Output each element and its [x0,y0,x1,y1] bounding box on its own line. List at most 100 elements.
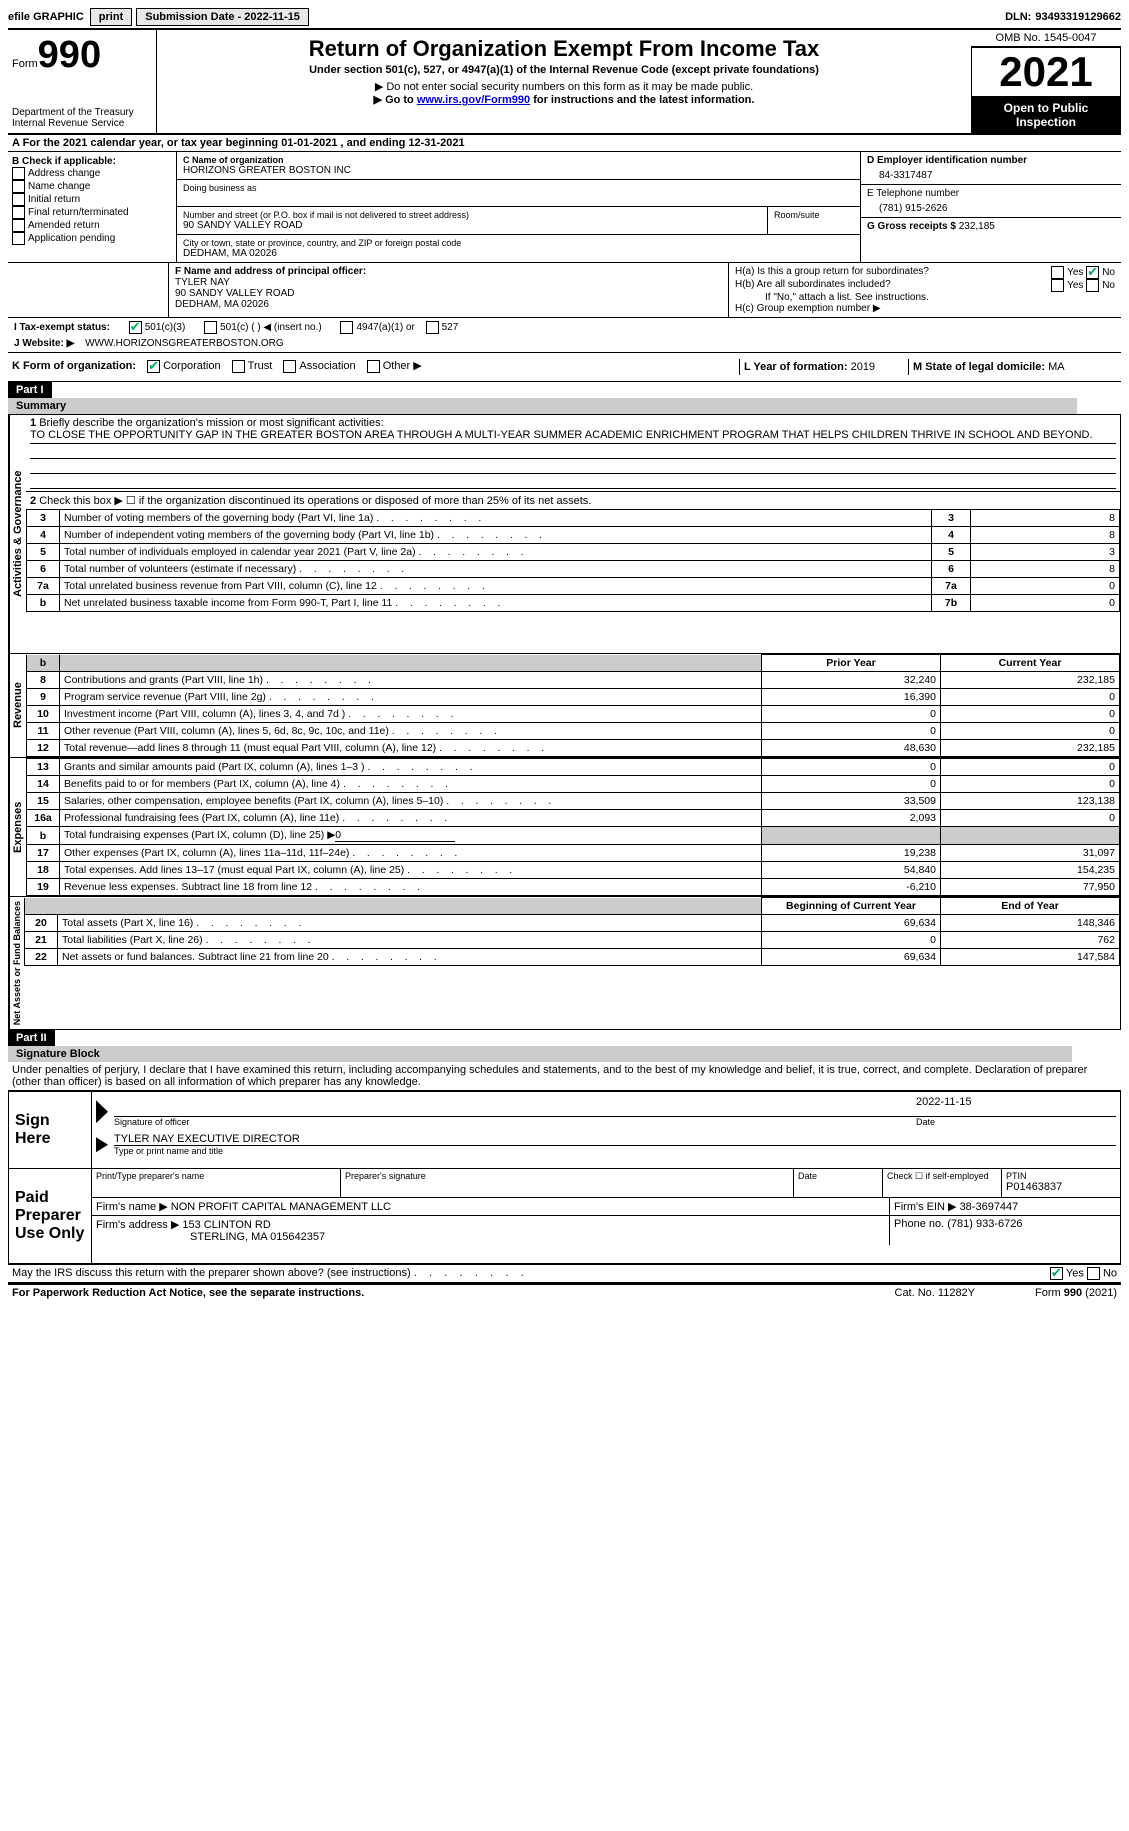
expenses-table: 13Grants and similar amounts paid (Part … [26,758,1120,896]
discuss-yes[interactable] [1050,1267,1063,1280]
irs-link[interactable]: www.irs.gov/Form990 [417,94,530,106]
print-button[interactable]: print [90,8,132,26]
chk-501c3[interactable] [129,321,142,334]
sig-officer-label: Signature of officer [114,1117,916,1127]
chk-527[interactable] [426,321,439,334]
chk-assoc[interactable] [283,360,296,373]
side-activities: Activities & Governance [9,415,26,653]
section-a: A For the 2021 calendar year, or tax yea… [8,135,1121,152]
dba-label: Doing business as [183,183,854,193]
revenue-table: bPrior YearCurrent Year 8Contributions a… [26,654,1120,757]
paid-preparer-block: Paid Preparer Use Only Print/Type prepar… [8,1169,1121,1264]
sign-here-label: Sign Here [9,1092,92,1168]
checkbox-pending[interactable] [12,232,25,245]
m-label: M State of legal domicile: [913,361,1045,373]
dln-value: 93493319129662 [1035,11,1121,23]
side-net: Net Assets or Fund Balances [9,897,24,1029]
room-label: Room/suite [774,210,854,220]
entity-block: B Check if applicable: Address change Na… [8,152,1121,263]
street-value: 90 SANDY VALLEY ROAD [183,220,761,231]
date-label: Date [916,1117,1116,1127]
officer-block: F Name and address of principal officer:… [8,263,1121,318]
part1-title: Summary [8,398,1077,414]
city-label: City or town, state or province, country… [183,238,854,248]
declaration-text: Under penalties of perjury, I declare th… [8,1062,1121,1090]
checkbox-final-return[interactable] [12,206,25,219]
side-revenue: Revenue [9,654,26,757]
ha-no[interactable] [1086,266,1099,279]
form-number: 990 [38,34,101,76]
net-block: Net Assets or Fund Balances Beginning of… [8,897,1121,1030]
checkbox-name-change[interactable] [12,180,25,193]
phone-label: E Telephone number [867,188,1115,199]
phone-value: (781) 915-2626 [867,199,1115,214]
chk-corp[interactable] [147,360,160,373]
hc-label: H(c) Group exemption number ▶ [735,303,1115,314]
sig-date: 2022-11-15 [916,1096,1116,1116]
discuss-row: May the IRS discuss this return with the… [8,1264,1121,1283]
ein-value: 84-3317487 [867,166,1115,181]
officer-name: TYLER NAY [175,277,722,288]
part1-body: Activities & Governance 1 Briefly descri… [8,414,1121,654]
chk-501c[interactable] [204,321,217,334]
footer: For Paperwork Reduction Act Notice, see … [8,1283,1121,1301]
discuss-no[interactable] [1087,1267,1100,1280]
tax-year: 2021 [971,47,1121,97]
officer-addr1: 90 SANDY VALLEY ROAD [175,288,722,299]
hb-note: If "No," attach a list. See instructions… [735,292,1115,303]
omb-number: OMB No. 1545-0047 [971,30,1121,47]
side-expenses: Expenses [9,758,26,896]
note-ssn: ▶ Do not enter social security numbers o… [161,80,967,93]
status-block: I Tax-exempt status: 501(c)(3) 501(c) ( … [8,318,1121,353]
governance-table: 3Number of voting members of the governi… [26,509,1120,612]
form-header: Form990 Department of the Treasury Inter… [8,30,1121,135]
ha-yes[interactable] [1051,266,1064,279]
org-name: HORIZONS GREATER BOSTON INC [183,165,854,176]
website-value: WWW.HORIZONSGREATERBOSTON.ORG [85,338,284,349]
m-value: MA [1048,361,1065,373]
sign-here-block: Sign Here 2022-11-15 Signature of office… [8,1090,1121,1169]
part2-header: Part II [8,1030,55,1046]
officer-print-name: TYLER NAY EXECUTIVE DIRECTOR [114,1133,1116,1146]
chk-other[interactable] [367,360,380,373]
org-name-label: C Name of organization [183,155,854,165]
website-label: J Website: ▶ [14,338,74,349]
line2-text: Check this box ▶ ☐ if the organization d… [39,495,591,507]
line1-label: Briefly describe the organization's miss… [39,417,383,429]
l-value: 2019 [851,361,875,373]
expenses-block: Expenses 13Grants and similar amounts pa… [8,758,1121,897]
part2-header-row: Part II Signature Block [8,1030,1121,1062]
dln-label: DLN: [1005,11,1031,23]
form-title: Return of Organization Exempt From Incom… [161,36,967,62]
officer-addr2: DEDHAM, MA 02026 [175,299,722,310]
form-subtitle: Under section 501(c), 527, or 4947(a)(1)… [161,64,967,76]
checkbox-amended[interactable] [12,219,25,232]
tax-status-label: I Tax-exempt status: [14,322,110,333]
hb-no[interactable] [1086,279,1099,292]
gross-label: G Gross receipts $ [867,221,956,232]
arrow-icon [96,1137,108,1152]
note-link-row: ▶ Go to www.irs.gov/Form990 for instruct… [161,93,967,106]
checkbox-initial-return[interactable] [12,193,25,206]
officer-label: F Name and address of principal officer: [175,266,722,277]
part1-header-row: Part I Summary [8,382,1121,414]
section-b-label: B Check if applicable: [12,156,172,167]
chk-4947[interactable] [340,321,353,334]
ha-label: H(a) Is this a group return for subordin… [735,266,1051,279]
dept-label: Department of the Treasury Internal Reve… [12,107,152,129]
efile-label: efile GRAPHIC [8,11,84,23]
top-bar: efile GRAPHIC print Submission Date - 20… [8,8,1121,30]
l-label: L Year of formation: [744,361,848,373]
ein-label: D Employer identification number [867,155,1115,166]
checkbox-address-change[interactable] [12,167,25,180]
k-label: K Form of organization: [12,360,136,372]
org-form-block: K Form of organization: Corporation Trus… [8,353,1121,382]
hb-label: H(b) Are all subordinates included? [735,279,1051,292]
inspection-box: Open to Public Inspection [971,97,1121,133]
city-value: DEDHAM, MA 02026 [183,248,854,259]
hb-yes[interactable] [1051,279,1064,292]
submission-date: Submission Date - 2022-11-15 [136,8,309,26]
mission-text: TO CLOSE THE OPPORTUNITY GAP IN THE GREA… [30,429,1116,444]
arrow-icon [96,1100,108,1123]
chk-trust[interactable] [232,360,245,373]
